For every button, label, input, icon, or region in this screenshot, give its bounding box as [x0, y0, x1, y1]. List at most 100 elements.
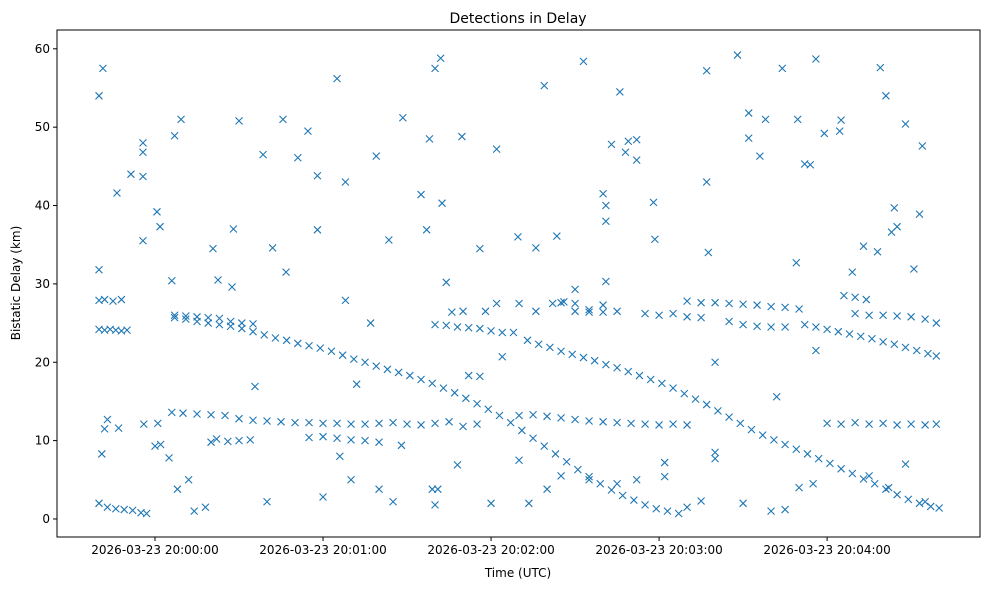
data-point-marker	[571, 307, 579, 316]
data-point-marker	[529, 434, 537, 443]
data-point-marker	[333, 434, 341, 443]
data-point-marker	[599, 308, 607, 316]
data-point-marker	[590, 356, 599, 365]
data-point-marker	[167, 408, 176, 417]
data-point-marker	[515, 411, 523, 420]
data-point-marker	[725, 299, 733, 308]
data-point-marker	[627, 419, 635, 428]
data-point-marker	[772, 392, 781, 401]
data-point-marker	[375, 419, 383, 428]
data-point-marker	[347, 475, 355, 484]
data-point-marker	[372, 362, 381, 371]
data-point-marker	[459, 422, 467, 431]
data-point-marker	[319, 493, 327, 501]
data-point-marker	[383, 365, 392, 374]
data-point-marker	[109, 297, 117, 306]
data-point-marker	[599, 189, 607, 198]
data-point-marker	[781, 303, 789, 312]
data-point-marker	[139, 148, 147, 157]
data-point-marker	[837, 464, 845, 473]
data-point-marker	[181, 315, 190, 324]
data-point-marker	[823, 325, 831, 334]
data-point-marker	[803, 450, 812, 458]
data-point-marker	[237, 319, 246, 327]
data-point-marker	[215, 314, 224, 323]
data-point-marker	[621, 148, 630, 157]
data-point-marker	[394, 368, 403, 377]
data-point-marker	[823, 419, 831, 428]
data-point-marker	[347, 435, 355, 444]
data-point-marker	[744, 109, 753, 117]
data-point-marker	[792, 258, 801, 267]
data-point-marker	[663, 507, 672, 516]
data-point-marker	[912, 346, 921, 355]
data-point-marker	[249, 327, 257, 336]
data-point-marker	[618, 491, 627, 500]
data-point-marker	[442, 278, 451, 287]
data-point-marker	[209, 244, 217, 253]
data-point-marker	[313, 225, 322, 234]
data-point-marker	[736, 419, 745, 428]
data-point-marker	[781, 323, 789, 331]
data-point-marker	[263, 417, 271, 425]
data-point-marker	[876, 63, 885, 72]
data-point-marker	[901, 460, 910, 469]
data-point-marker	[711, 454, 719, 463]
data-point-marker	[459, 307, 467, 316]
data-point-marker	[890, 203, 899, 212]
data-point-marker	[873, 247, 882, 256]
data-point-marker	[559, 298, 568, 306]
x-tick-label: 2026-03-23 20:00:00	[91, 543, 218, 557]
data-point-marker	[170, 131, 179, 140]
data-point-marker	[173, 485, 182, 494]
data-point-marker	[431, 500, 439, 509]
data-point-marker	[447, 308, 456, 316]
data-point-marker	[615, 88, 624, 96]
data-point-marker	[515, 456, 523, 465]
data-point-marker	[901, 120, 910, 128]
data-point-marker	[680, 389, 689, 398]
data-point-marker	[215, 320, 224, 329]
data-point-marker	[845, 330, 854, 338]
y-tick-label: 0	[42, 512, 50, 526]
data-point-marker	[524, 499, 533, 508]
data-point-marker	[624, 137, 633, 146]
data-point-marker	[702, 400, 711, 409]
data-point-marker	[333, 419, 341, 428]
data-point-marker	[389, 418, 397, 427]
data-point-marker	[579, 57, 588, 66]
data-point-marker	[438, 199, 446, 208]
data-point-marker	[571, 285, 579, 294]
x-axis-label: Time (UTC)	[484, 566, 551, 580]
data-point-marker	[352, 380, 361, 389]
data-point-marker	[484, 405, 493, 414]
data-point-marker	[458, 132, 466, 141]
data-point-marker	[279, 115, 287, 124]
data-point-marker	[778, 64, 787, 73]
data-point-marker	[277, 417, 285, 426]
data-point-marker	[153, 207, 161, 216]
data-point-marker	[739, 300, 747, 309]
data-point-marker	[103, 503, 112, 512]
data-point-marker	[398, 113, 407, 122]
data-point-marker	[453, 461, 462, 469]
data-point-marker	[711, 298, 719, 307]
data-point-marker	[770, 435, 778, 444]
data-point-marker	[341, 178, 350, 186]
data-point-marker	[632, 156, 641, 164]
data-point-marker	[316, 344, 325, 353]
data-point-marker	[313, 171, 322, 180]
data-point-marker	[515, 299, 523, 308]
data-point-marker	[683, 312, 691, 321]
data-point-marker	[725, 413, 733, 421]
data-point-marker	[177, 115, 185, 124]
data-point-marker	[509, 328, 518, 337]
data-point-marker	[571, 299, 579, 308]
data-points	[95, 51, 944, 518]
data-point-marker	[293, 153, 302, 162]
data-point-marker	[683, 421, 691, 429]
data-point-marker	[814, 454, 823, 463]
data-point-marker	[181, 312, 190, 320]
data-point-marker	[428, 485, 437, 494]
data-point-marker	[669, 420, 677, 429]
